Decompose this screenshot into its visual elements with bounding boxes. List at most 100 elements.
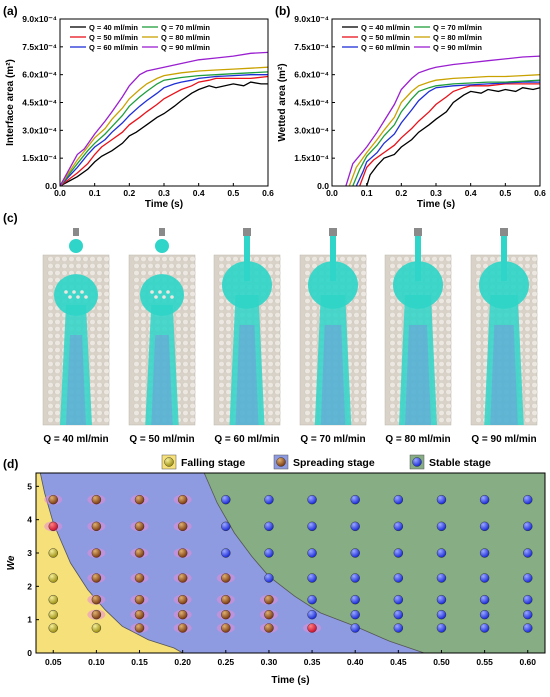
substrate-particle: [475, 263, 482, 270]
substrate-particle: [475, 333, 482, 340]
point-falling: [48, 573, 58, 583]
point-stable: [264, 548, 274, 558]
substrate-particle: [147, 263, 154, 270]
substrate-particle: [218, 312, 225, 319]
substrate-particle: [311, 361, 318, 368]
x-tick-label: 0.5: [227, 188, 239, 198]
substrate-particle: [475, 389, 482, 396]
substrate-particle: [189, 312, 196, 319]
legend-entry: Q = 80 ml/min: [433, 33, 482, 42]
substrate-particle: [47, 354, 54, 361]
panel-b-wetted-area-chart: (b) 0.0 0.1 0.2 0.3 0.4 0.5 0.6 0.0 1.5x10⁻⁴ 3.0x1…: [275, 4, 546, 210]
substrate-particle: [353, 326, 360, 333]
snapshot-caption: Q = 70 ml/min: [300, 434, 365, 445]
substrate-particle: [524, 298, 531, 305]
substrate-particle: [360, 417, 367, 424]
substrate-particle: [225, 312, 232, 319]
substrate-particle: [218, 368, 225, 375]
substrate-particle: [531, 375, 538, 382]
substrate-particle: [267, 298, 274, 305]
substrate-particle: [232, 256, 239, 263]
substrate-particle: [274, 410, 281, 417]
substrate-particle: [140, 326, 147, 333]
substrate-particle: [133, 333, 140, 340]
legend-entry: Q = 70 ml/min: [433, 23, 482, 32]
point-stable: [221, 521, 231, 532]
substrate-particle: [396, 326, 403, 333]
substrate-particle: [225, 368, 232, 375]
substrate-particle: [96, 354, 103, 361]
substrate-particle: [274, 396, 281, 403]
substrate-particle: [267, 263, 274, 270]
substrate-particle: [360, 389, 367, 396]
substrate-particle: [531, 347, 538, 354]
substrate-particle: [475, 354, 482, 361]
substrate-particle: [182, 312, 189, 319]
substrate-particle: [304, 347, 311, 354]
substrate-particle: [346, 305, 353, 312]
substrate-particle: [274, 270, 281, 277]
nozzle: [243, 228, 251, 236]
substrate-particle: [47, 375, 54, 382]
fluid-head: [54, 274, 98, 316]
substrate-particle: [475, 270, 482, 277]
series-line-6: [345, 55, 541, 187]
substrate-particle: [133, 354, 140, 361]
substrate-particle: [396, 263, 403, 270]
substrate-particle: [304, 382, 311, 389]
jet: [330, 236, 336, 281]
substrate-particle: [431, 256, 438, 263]
substrate-particle: [260, 305, 267, 312]
point-stable: [479, 623, 490, 633]
substrate-particle: [47, 382, 54, 389]
fluid-trail: [60, 305, 92, 425]
substrate-particle: [140, 368, 147, 375]
substrate-particle: [47, 333, 54, 340]
substrate-particle: [524, 417, 531, 424]
substrate-particle: [353, 368, 360, 375]
substrate-particle: [475, 382, 482, 389]
substrate-particle: [353, 361, 360, 368]
fluid-trail-shadow: [405, 325, 431, 425]
substrate-particle: [438, 382, 445, 389]
x-tick-label: 0.20: [174, 657, 191, 667]
substrate-particle: [140, 319, 147, 326]
substrate-particle: [140, 389, 147, 396]
substrate-particle: [189, 382, 196, 389]
substrate-particle: [96, 396, 103, 403]
substrate-particle: [47, 270, 54, 277]
point-stable: [264, 521, 274, 532]
substrate-particle: [353, 382, 360, 389]
point-spreading: [264, 594, 274, 605]
series-line-2: [59, 75, 269, 187]
substrate-particle: [96, 326, 103, 333]
substrate-particle: [318, 256, 325, 263]
substrate-particle: [89, 326, 96, 333]
substrate-particle: [260, 354, 267, 361]
substrate-particle: [531, 410, 538, 417]
y-tick-label: 4.5x10⁻⁴: [22, 98, 57, 108]
substrate-particle: [140, 333, 147, 340]
substrate-particle: [274, 417, 281, 424]
substrate-particle: [175, 312, 182, 319]
substrate-particle: [61, 263, 68, 270]
point-stable: [436, 573, 447, 583]
substrate-particle: [54, 375, 61, 382]
point-falling: [91, 623, 102, 633]
substrate-particle: [225, 361, 232, 368]
substrate-particle: [438, 263, 445, 270]
panel-a-interface-area-chart: (a) 0.0 0.1 0.2 0.3 0.4 0.5 0.6 0.0 1.5x10⁻⁴ 3.0x1…: [3, 4, 274, 210]
substrate-particle: [482, 312, 489, 319]
point-stable: [479, 573, 490, 583]
point-spreading: [91, 494, 102, 505]
substrate-particle: [445, 396, 452, 403]
substrate-particle: [103, 305, 110, 312]
series-line-5: [59, 66, 269, 187]
legend-entry: Q = 50 ml/min: [361, 33, 410, 42]
x-tick-label: 0.0: [326, 188, 338, 198]
substrate-particle: [389, 319, 396, 326]
substrate-particle: [89, 354, 96, 361]
substrate-particle: [389, 298, 396, 305]
substrate-particle: [175, 326, 182, 333]
